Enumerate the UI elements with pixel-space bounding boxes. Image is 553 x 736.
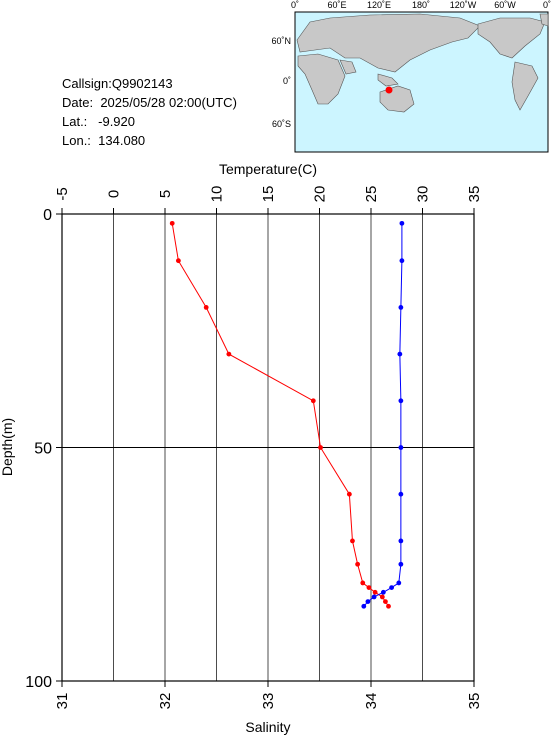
salinity-point <box>361 603 367 609</box>
float-location-marker <box>385 86 393 94</box>
station-info: Callsign:Q9902143 Date: 2025/05/28 02:00… <box>62 74 237 150</box>
map-lon-label: 0˚ <box>291 0 299 10</box>
temperature-point <box>372 589 378 595</box>
salinity-tick-label: 35 <box>466 693 483 710</box>
salinity-point <box>398 398 404 404</box>
depth-axis-title: Depth(m) <box>0 418 15 476</box>
map-axis-labels: 0˚ 60˚E 120˚E 180˚ 120˚W 60˚W 0˚ 60˚N 0˚… <box>271 0 551 129</box>
location-map: 0˚ 60˚E 120˚E 180˚ 120˚W 60˚W 0˚ 60˚N 0˚… <box>271 0 551 153</box>
temperature-tick-label: 20 <box>312 186 329 203</box>
depth-ticks: 0 50 100 <box>25 207 62 691</box>
temperature-tick-label: 15 <box>260 186 277 203</box>
temperature-tick-label: 25 <box>363 186 380 203</box>
temperature-point <box>169 220 175 226</box>
salinity-tick-label: 33 <box>260 693 277 710</box>
temperature-point <box>318 445 323 450</box>
salinity-point <box>397 351 403 357</box>
series-layer <box>169 220 405 609</box>
temperature-tick-label: 35 <box>466 186 483 203</box>
lon-line: Lon.: 134.080 <box>62 133 146 148</box>
salinity-point <box>371 594 377 600</box>
salinity-ticks: 31 32 33 34 35 <box>54 681 483 709</box>
map-lat-label: 60˚N <box>271 36 291 46</box>
temperature-tick-label: -5 <box>54 187 71 200</box>
temperature-ticks: -5 0 5 10 15 20 25 30 35 <box>54 186 483 214</box>
salinity-tick-label: 31 <box>54 693 71 710</box>
map-lon-label: 60˚W <box>494 0 516 10</box>
temperature-point <box>386 603 391 609</box>
salinity-point <box>398 445 404 450</box>
temperature-line <box>171 223 389 607</box>
temperature-point <box>226 351 232 357</box>
temperature-axis-title: Temperature(C) <box>219 161 317 177</box>
temperature-tick-label: 10 <box>209 186 226 203</box>
salinity-point <box>380 589 386 595</box>
salinity-point <box>365 599 371 605</box>
date-line: Date: 2025/05/28 02:00(UTC) <box>62 95 237 110</box>
chart-grid <box>61 214 475 681</box>
salinity-line <box>363 223 403 607</box>
temperature-point <box>350 538 355 544</box>
temperature-point <box>310 398 316 404</box>
map-lat-label: 60˚S <box>272 119 291 129</box>
depth-tick-label: 50 <box>34 441 52 458</box>
temperature-point <box>175 258 181 264</box>
temperature-point <box>355 561 361 567</box>
temperature-tick-label: 0 <box>106 190 123 198</box>
temperature-tick-label: 30 <box>415 186 432 203</box>
temperature-point <box>383 599 388 605</box>
map-lat-label: 0˚ <box>283 76 291 86</box>
depth-tick-label: 0 <box>43 207 52 224</box>
salinity-point <box>398 491 404 497</box>
temperature-tick-label: 5 <box>157 190 174 198</box>
salinity-tick-label: 32 <box>157 693 174 710</box>
salinity-axis-title: Salinity <box>245 719 290 735</box>
lat-line: Lat.: -9.920 <box>62 114 136 129</box>
salinity-point <box>389 585 394 590</box>
callsign-line: Callsign:Q9902143 <box>62 76 173 91</box>
salinity-point <box>399 220 405 226</box>
salinity-point <box>399 258 405 264</box>
salinity-point <box>398 305 404 310</box>
depth-tick-label: 100 <box>25 674 52 691</box>
temperature-point <box>360 580 366 586</box>
temperature-point <box>379 594 385 600</box>
map-lon-label: 180˚ <box>412 0 430 10</box>
map-lon-label: 120˚E <box>367 0 391 10</box>
temperature-point <box>366 585 372 590</box>
map-lon-label: 0˚ <box>543 0 551 10</box>
salinity-point <box>396 580 402 586</box>
salinity-point <box>398 538 404 544</box>
salinity-point <box>398 561 404 567</box>
map-lon-label: 120˚W <box>450 0 477 10</box>
map-lon-label: 60˚E <box>327 0 346 10</box>
temperature-point <box>346 491 352 497</box>
temperature-point <box>203 305 209 310</box>
salinity-tick-label: 34 <box>363 693 380 710</box>
